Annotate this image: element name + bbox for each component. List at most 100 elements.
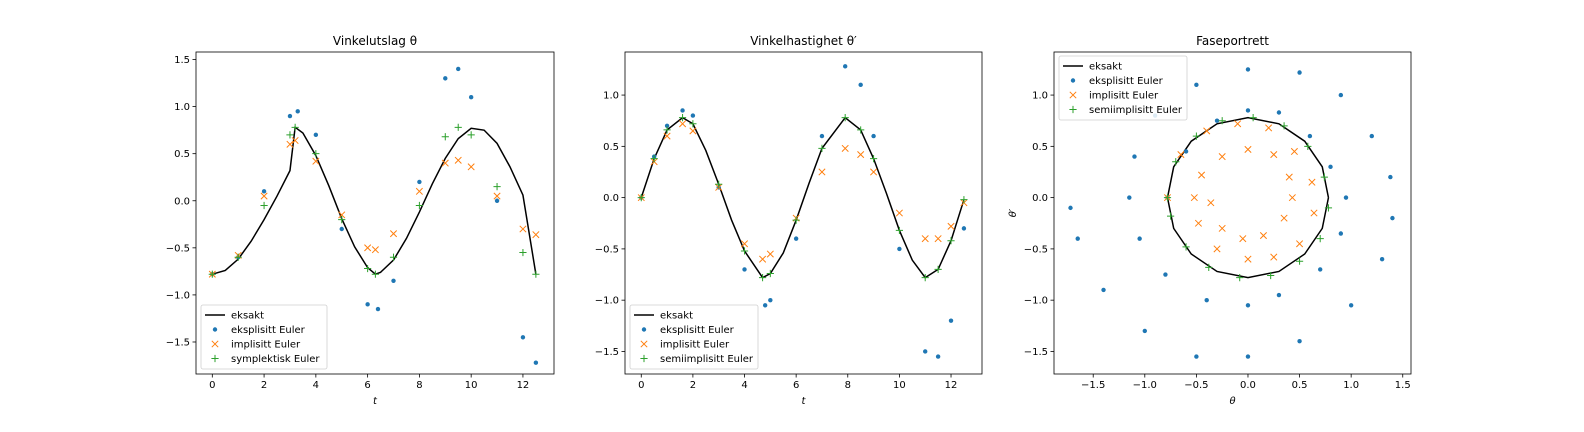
x-tick-label: 12: [945, 380, 958, 391]
data-point-s3: [389, 253, 398, 261]
data-point-s2: [759, 255, 767, 263]
data-point-s3: [1163, 194, 1172, 202]
legend-frame: [1058, 55, 1188, 121]
data-point-s1: [768, 297, 773, 303]
data-point-s2: [1197, 171, 1206, 179]
data-point-s2: [371, 246, 379, 254]
data-point-s1: [842, 64, 848, 69]
data-point-s3: [947, 237, 955, 245]
x-tick-label: 0.5: [1292, 380, 1308, 391]
data-point-s2: [1308, 178, 1316, 186]
data-point-s1: [1297, 338, 1302, 344]
data-point-s3: [857, 126, 865, 134]
data-point-s1: [417, 179, 422, 185]
data-point-s2: [934, 235, 942, 243]
data-point-s1: [1318, 267, 1323, 272]
data-point-s3: [532, 270, 540, 278]
legend-handle: [1070, 78, 1076, 83]
data-point-s2: [312, 157, 320, 165]
data-point-s2: [841, 144, 849, 152]
data-point-s1: [961, 226, 967, 231]
data-point-s2: [1234, 120, 1242, 128]
y-tick-label: −0.5: [166, 243, 190, 254]
x-tick-label: 1.5: [1395, 380, 1411, 391]
series-line-0: [212, 125, 537, 276]
data-point-s1: [375, 306, 381, 312]
data-point-s3: [519, 248, 527, 257]
data-point-s2: [818, 168, 826, 176]
y-tick-label: −0.5: [1024, 244, 1048, 255]
data-point-s1: [1204, 297, 1209, 303]
y-tick-label: −1.0: [166, 290, 190, 301]
x-tick-label: 0.0: [1240, 380, 1256, 391]
data-point-s2: [947, 222, 955, 230]
data-point-s1: [443, 76, 448, 81]
legend-handle: [1069, 105, 1077, 114]
x-tick-label: 1.0: [1343, 380, 1359, 391]
data-point-s1: [1163, 272, 1168, 277]
data-point-s3: [1236, 274, 1244, 282]
data-point-s3: [1316, 235, 1324, 243]
y-tick-label: 1.0: [1032, 91, 1048, 102]
data-point-s2: [1244, 145, 1252, 153]
data-point-s3: [1172, 158, 1180, 166]
data-point-s1: [313, 132, 319, 138]
data-point-s3: [415, 201, 423, 210]
data-point-s3: [921, 274, 929, 282]
data-point-s2: [1218, 224, 1226, 232]
legend: eksakt eksplisitt Euler implisitt Euler sem…: [1058, 55, 1188, 121]
data-layer: [208, 66, 540, 365]
data-point-s1: [1245, 303, 1251, 308]
data-point-s3: [758, 274, 767, 282]
legend-label: eksplisitt Euler: [1089, 76, 1164, 87]
legend-handle: [212, 327, 218, 332]
x-tick-label: 2: [261, 380, 267, 391]
data-point-s1: [295, 109, 300, 114]
chart-title: Vinkelhastighet θ′: [750, 34, 857, 48]
data-point-s2: [895, 209, 903, 217]
y-tick-label: 1.0: [603, 91, 619, 102]
data-point-s1: [1245, 108, 1251, 113]
legend-handle: [641, 327, 647, 332]
data-point-s1: [1101, 287, 1106, 293]
data-layer: [1068, 67, 1395, 359]
data-point-s1: [819, 133, 825, 139]
data-point-s3: [637, 194, 645, 202]
data-point-s2: [1280, 214, 1288, 222]
x-tick-label: 6: [364, 380, 370, 391]
y-axis-label: θ′: [1008, 208, 1019, 217]
data-point-s1: [935, 354, 941, 359]
data-point-s3: [234, 253, 242, 261]
data-point-s2: [1213, 245, 1221, 253]
data-point-s2: [1259, 232, 1268, 240]
data-point-s1: [456, 66, 461, 72]
chart-panel-3: Faseportrett −1.5 −1.0 −0.5 0.0 0.5 1.0 1.5 −1.5…: [1008, 34, 1412, 407]
x-tick-label: 6: [793, 380, 799, 391]
data-point-s1: [1379, 256, 1385, 262]
data-point-s1: [1194, 82, 1199, 88]
data-point-s1: [1338, 92, 1344, 98]
data-point-s3: [869, 155, 878, 163]
data-point-s2: [1270, 150, 1278, 159]
data-point-s3: [841, 114, 849, 122]
legend-handle: [211, 354, 219, 363]
legend: eksakt eksplisitt Euler implisitt Euler sym…: [200, 304, 328, 370]
legend-label: implisitt Euler: [1089, 91, 1159, 102]
data-point-s1: [1390, 215, 1395, 221]
data-point-s2: [454, 156, 462, 164]
data-point-s2: [1190, 194, 1198, 202]
x-tick-label: 10: [465, 380, 478, 391]
y-tick-label: −0.5: [595, 244, 619, 255]
data-point-s2: [467, 163, 475, 171]
x-tick-label: −0.5: [1184, 380, 1208, 391]
data-point-s1: [365, 302, 370, 307]
legend-handle: [1069, 91, 1077, 99]
data-point-s2: [532, 231, 540, 239]
data-point-s3: [818, 144, 826, 152]
data-point-s2: [1310, 209, 1318, 217]
y-tick-label: −1.5: [1024, 347, 1048, 358]
data-point-s1: [1194, 354, 1199, 359]
y-tick-label: 0.0: [174, 196, 190, 207]
x-axis-label: θ: [1229, 396, 1235, 407]
data-point-s2: [921, 235, 929, 243]
